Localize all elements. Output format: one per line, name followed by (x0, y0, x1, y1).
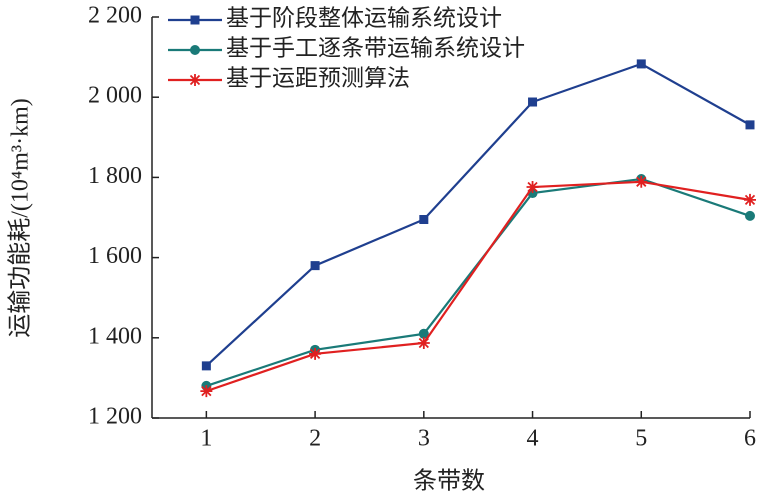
x-tick-label: 5 (635, 426, 647, 452)
marker (190, 45, 200, 55)
marker (745, 210, 755, 221)
y-tick-label: 2 200 (88, 3, 142, 29)
marker (526, 181, 539, 194)
marker (200, 385, 213, 398)
marker (310, 261, 320, 271)
x-tick-label: 3 (418, 426, 430, 452)
marker (745, 120, 755, 130)
y-tick-label: 1 200 (88, 404, 142, 430)
marker (201, 361, 211, 371)
series-line (205, 62, 751, 367)
marker (635, 175, 648, 188)
marker (419, 215, 429, 225)
series-line (206, 177, 751, 387)
marker (528, 97, 538, 107)
x-axis-label: 条带数 (413, 468, 485, 495)
x-tick-label: 1 (200, 426, 212, 452)
series-line (206, 180, 751, 393)
marker (636, 59, 646, 69)
y-tick-label: 1 600 (88, 243, 142, 269)
legend-label: 基于运距预测算法 (226, 65, 410, 90)
y-tick-label: 1 800 (88, 163, 142, 189)
marker (417, 337, 430, 350)
marker (418, 328, 429, 339)
x-tick-label: 6 (744, 426, 756, 452)
y-tick-label: 2 000 (88, 83, 142, 109)
x-tick-label: 2 (309, 426, 321, 452)
marker (189, 74, 201, 86)
y-axis-label: 运输功能耗/(10⁴m³·km) (7, 98, 34, 338)
legend-label: 基于阶段整体运输系统设计 (226, 5, 502, 30)
legend-label: 基于手工逐条带运输系统设计 (226, 35, 525, 60)
marker (190, 15, 200, 25)
x-tick-label: 4 (527, 426, 539, 452)
y-tick-label: 1 400 (88, 323, 142, 349)
marker (744, 193, 756, 206)
marker (309, 347, 322, 360)
